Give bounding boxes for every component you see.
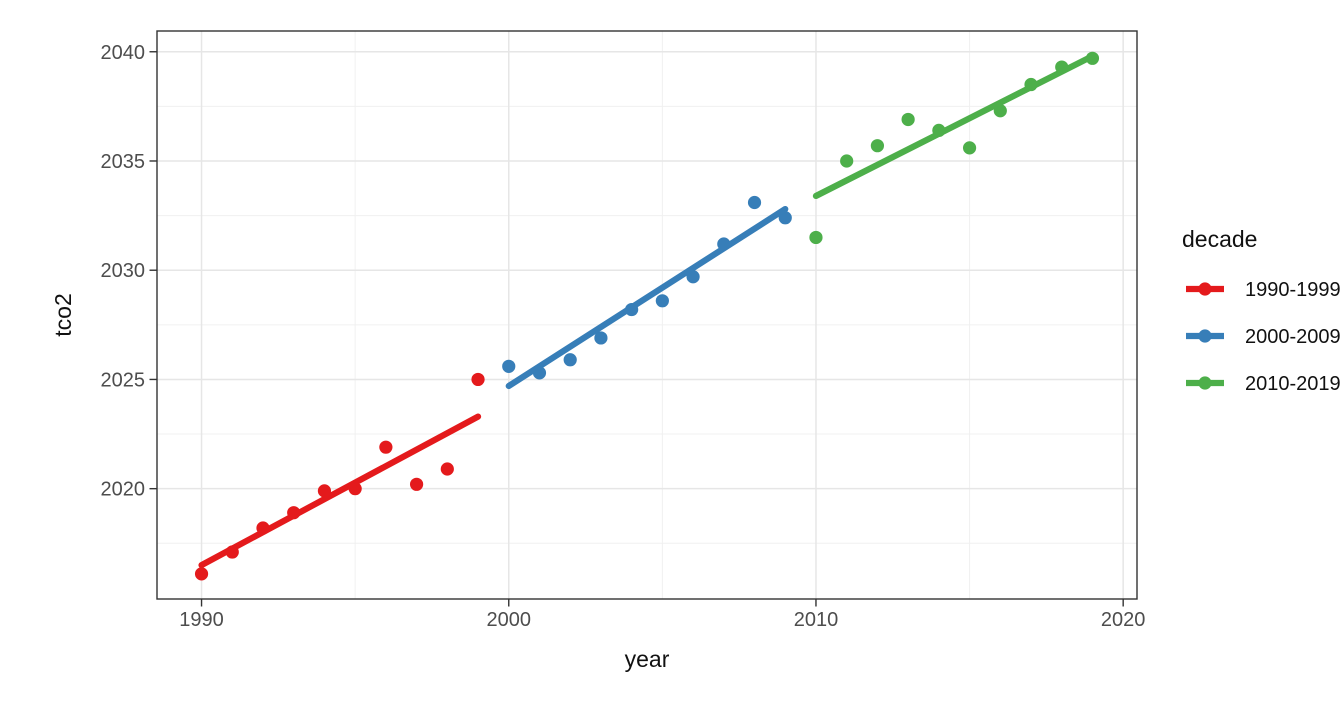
x-axis: 1990 2000 2010 2020 [179,599,1145,631]
data-point [194,567,209,581]
y-tick-label: 2020 [101,479,146,501]
data-series-layer [194,51,1100,581]
trend-line [812,53,1096,200]
data-point [962,141,977,155]
data-point [870,139,885,153]
y-axis: 2020 2025 2030 2035 2040 [101,42,157,501]
x-axis-title: year [625,646,670,672]
y-tick-label: 2030 [101,260,146,282]
data-point [747,195,762,210]
legend-key-point [1198,329,1212,343]
legend-items: 1990-1999 2000-2009 2010-2019 [1186,279,1341,395]
legend-item: 1990-1999 [1186,279,1341,301]
data-point [409,477,424,491]
data-point [502,359,516,373]
gridlines-minor [157,31,1137,599]
x-tick-label: 1990 [179,609,224,631]
series-2010-2019 [809,51,1100,245]
y-tick-label: 2035 [101,151,146,173]
data-point [901,112,915,127]
legend-key-point [1198,282,1212,296]
data-point [563,353,577,367]
y-tick-label: 2040 [101,42,146,64]
legend-item-label: 2000-2009 [1245,326,1341,348]
gridlines-major [157,31,1137,599]
legend-item-label: 1990-1999 [1245,279,1341,301]
x-tick-label: 2020 [1101,609,1146,631]
trend-line [505,205,789,390]
data-point [440,462,454,476]
legend-item: 2000-2009 [1186,326,1341,348]
scatter-plot-tco2-by-year: 1990 2000 2010 2020 2020 2025 2030 2035 2040 ye… [40,16,1344,688]
legend-title: decade [1182,226,1257,252]
y-tick-label: 2025 [101,369,146,391]
legend-item-label: 2010-2019 [1245,373,1341,395]
data-point [379,440,393,454]
plot-canvas: 1990 2000 2010 2020 2020 2025 2030 2035 2040 ye… [50,30,1341,672]
data-point [594,331,608,345]
data-point [840,154,854,168]
x-tick-label: 2010 [794,609,839,631]
plot-panel-border [156,30,1138,600]
data-point [655,294,669,308]
y-axis-title: tco2 [50,293,76,336]
trend-line [198,413,482,569]
data-point [809,230,823,245]
legend-item: 2010-2019 [1186,373,1341,395]
x-tick-label: 2000 [487,609,532,631]
series-2000-2009 [502,195,792,390]
data-point [471,372,485,387]
legend: decade 1990-1999 2000-2009 2010-2019 [1182,226,1341,395]
legend-key-point [1198,376,1212,390]
series-1990-1999 [194,372,485,581]
